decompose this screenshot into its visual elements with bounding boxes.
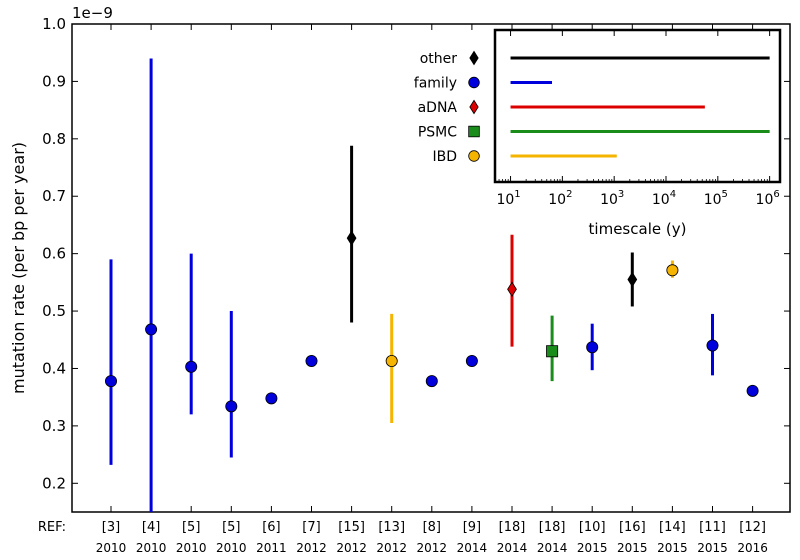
- ref-tick-label: [9]: [463, 520, 481, 535]
- inset-legend-label: aDNA: [418, 100, 458, 116]
- inset-x-tick-label: 101: [496, 189, 520, 208]
- y-tick-label: 0.7: [42, 187, 66, 205]
- year-tick-label: 2015: [697, 541, 728, 555]
- data-point: [666, 264, 679, 277]
- inset-x-tick-label: 103: [600, 189, 624, 208]
- y-tick-label: 0.5: [42, 302, 66, 320]
- data-point: [105, 375, 118, 388]
- ref-tick-label: [16]: [619, 520, 646, 535]
- y-tick-label: 0.9: [42, 72, 66, 90]
- ref-tick-label: [4]: [142, 520, 160, 535]
- ref-tick-label: [13]: [378, 520, 405, 535]
- year-tick-label: 2015: [617, 541, 648, 555]
- inset-x-tick-label: 102: [548, 189, 572, 208]
- year-tick-label: 2016: [737, 541, 768, 555]
- data-point: [265, 392, 278, 405]
- inset-legend-marker: [469, 50, 479, 66]
- year-tick-label: 2012: [417, 541, 448, 555]
- ref-tick-label: [7]: [302, 520, 320, 535]
- y-tick-label: 0.8: [42, 130, 66, 148]
- ref-tick-label: [12]: [739, 520, 766, 535]
- data-point: [185, 360, 198, 373]
- data-point: [746, 384, 759, 397]
- ref-tick-label: [10]: [579, 520, 606, 535]
- year-tick-label: 2010: [136, 541, 167, 555]
- inset-legend-label: family: [414, 76, 457, 92]
- y-tick-label: 0.4: [42, 359, 66, 377]
- ref-tick-label: [6]: [262, 520, 280, 535]
- y-tick-label: 0.3: [42, 417, 66, 435]
- year-tick-label: 2010: [96, 541, 127, 555]
- data-point: [346, 230, 357, 246]
- year-tick-label: 2012: [336, 541, 367, 555]
- ref-tick-label: [14]: [659, 520, 686, 535]
- year-tick-label: 2012: [376, 541, 407, 555]
- y-axis-label: mutation rate (per bp per year): [9, 142, 28, 394]
- y-tick-label: 0.6: [42, 245, 66, 263]
- inset-legend-marker: [468, 125, 480, 138]
- y-tick-label: 0.2: [42, 474, 66, 492]
- year-tick-label: 2014: [457, 541, 488, 555]
- data-point: [586, 341, 599, 354]
- ref-tick-label: [15]: [338, 520, 365, 535]
- data-point: [225, 400, 238, 413]
- data-point: [706, 339, 719, 352]
- ref-tick-label: [11]: [699, 520, 726, 535]
- year-tick-label: 2010: [216, 541, 247, 555]
- year-tick-label: 2012: [296, 541, 327, 555]
- data-point: [627, 271, 638, 288]
- data-point: [465, 355, 478, 368]
- year-tick-label: 2010: [176, 541, 207, 555]
- inset-x-tick-label: 105: [704, 189, 728, 208]
- year-tick-label: 2015: [577, 541, 608, 555]
- year-tick-label: 2014: [537, 541, 568, 555]
- year-tick-label: 2014: [497, 541, 528, 555]
- inset-legend-label: other: [420, 51, 458, 67]
- inset-x-label: timescale (y): [589, 220, 687, 238]
- inset-legend-marker: [469, 99, 479, 115]
- inset-legend-label: PSMC: [418, 125, 457, 141]
- inset-x-tick-label: 106: [756, 189, 780, 208]
- year-tick-label: 2015: [657, 541, 688, 555]
- inset-legend-marker: [468, 150, 480, 162]
- ref-tick-label: [5]: [222, 520, 240, 535]
- data-point: [305, 355, 318, 368]
- data-point: [507, 281, 517, 297]
- ref-tick-label: [3]: [102, 520, 120, 535]
- y-tick-label: 1.0: [42, 15, 66, 33]
- data-point: [546, 345, 559, 358]
- inset-legend-marker: [468, 76, 480, 89]
- ref-tick-label: [18]: [499, 520, 526, 535]
- plot-frame: [71, 23, 791, 513]
- year-tick-label: 2011: [256, 541, 287, 555]
- ref-label: REF:: [38, 520, 66, 535]
- ref-tick-label: [18]: [539, 520, 566, 535]
- inset-x-tick-label: 104: [652, 189, 676, 208]
- data-point: [425, 375, 438, 388]
- ref-tick-label: [8]: [423, 520, 441, 535]
- inset-legend-label: IBD: [432, 149, 457, 165]
- axis-multiplier-label: 1e−9: [72, 4, 113, 22]
- data-layer: [105, 58, 759, 512]
- data-point: [385, 355, 398, 368]
- ref-tick-label: [5]: [182, 520, 200, 535]
- data-point: [145, 323, 158, 336]
